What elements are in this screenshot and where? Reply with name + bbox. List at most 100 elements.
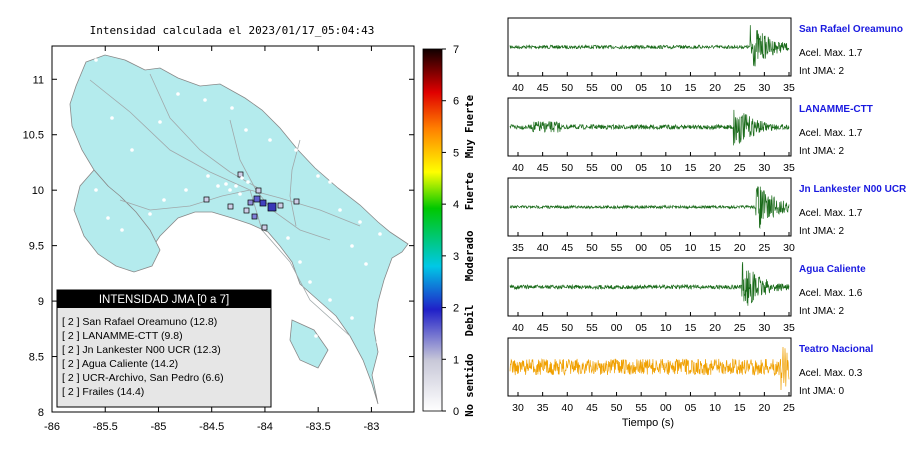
y-tick-label: 8 (38, 407, 44, 419)
osa-peninsula (289, 319, 329, 369)
time-tick-label: 30 (783, 242, 795, 254)
town-dot (364, 262, 368, 266)
time-tick-label: 10 (660, 162, 672, 174)
legend-title: INTENSIDAD JMA [0 a 7] (99, 294, 229, 306)
y-tick-label: 10.5 (23, 130, 44, 142)
waveform-panels: 40 45 50 55 00 05 10 15 20 25 30 35 San Rafael Oream… (507, 17, 907, 414)
town-dot (350, 244, 354, 248)
colorbar-label: Debil (464, 305, 476, 337)
colorbar-tick-label: 3 (453, 251, 459, 263)
x-tick-label: -85.5 (93, 421, 118, 433)
legend-item: [ 2 ] Frailes (14.4) (62, 386, 144, 398)
waveform-panel: 40 45 50 55 00 05 10 15 20 25 30 35 LANAMME-CTT Acel.… (507, 97, 873, 174)
time-tick-label: 40 (512, 162, 524, 174)
town-dot (314, 334, 318, 338)
time-tick-label: 00 (611, 162, 623, 174)
town-dot (203, 98, 207, 102)
time-tick-label: 50 (561, 322, 573, 334)
town-dot (350, 316, 354, 320)
colorbar-tick-label: 1 (453, 354, 459, 366)
station-int: Int JMA: 2 (799, 146, 844, 157)
colorbar-tick-label: 4 (453, 199, 459, 211)
legend-header (57, 290, 271, 308)
station-name: Agua Caliente (799, 264, 866, 275)
town-dot (268, 138, 272, 142)
legend-item: [ 2 ] Agua Caliente (14.2) (62, 358, 178, 370)
town-dot (130, 148, 134, 152)
time-tick-label: 20 (734, 242, 746, 254)
station-name: LANAMME-CTT (799, 104, 873, 115)
town-dot (246, 180, 250, 184)
town-dot (230, 106, 234, 110)
town-dot (216, 184, 220, 188)
town-dot (184, 188, 188, 192)
time-tick-label: 20 (709, 162, 721, 174)
town-dot (308, 280, 312, 284)
time-tick-label: 00 (611, 322, 623, 334)
time-tick-label: 55 (586, 82, 598, 94)
station-name: Jn Lankester N00 UCR (799, 184, 907, 195)
time-tick-label: 55 (586, 322, 598, 334)
town-dot (378, 232, 382, 236)
town-dot (234, 184, 238, 188)
town-dot (158, 120, 162, 124)
time-tick-label: 30 (512, 402, 524, 414)
time-tick-label: 00 (660, 402, 672, 414)
station-name: San Rafael Oreamuno (799, 24, 903, 35)
station-acel: Acel. Max. 1.7 (799, 48, 863, 59)
town-dot (176, 92, 180, 96)
waveform-trace (509, 186, 790, 230)
time-axis-label: Tiempo (s) (622, 417, 674, 429)
waveform-trace (509, 346, 790, 391)
colorbar-tick-label: 7 (453, 44, 459, 56)
x-tick-label: -84 (257, 421, 273, 433)
map-panel: -86 -85.5 -85 -84.5 -84 -83.5 -83 11 10.5 10 9.5 9 8… (23, 45, 415, 433)
y-tick-label: 9 (38, 296, 44, 308)
time-tick-label: 30 (759, 322, 771, 334)
town-dot (294, 148, 298, 152)
town-dot (376, 340, 380, 344)
time-tick-label: 15 (685, 322, 697, 334)
time-tick-label: 05 (660, 242, 672, 254)
time-tick-label: 35 (537, 402, 549, 414)
town-dot (120, 228, 124, 232)
x-tick-label: -83 (363, 421, 379, 433)
waveform-panel: 35 40 45 50 55 00 05 10 15 20 25 30 Jn Lankester N00… (507, 177, 907, 254)
legend-item: [ 2 ] LANAMME-CTT (9.8) (62, 330, 183, 342)
time-tick-label: 45 (537, 322, 549, 334)
town-dot (94, 188, 98, 192)
town-dot (94, 58, 98, 62)
map-title: Intensidad calculada el 2023/01/17_05:04… (90, 24, 375, 37)
time-tick-label: 00 (635, 242, 647, 254)
time-tick-label: 55 (611, 242, 623, 254)
y-tick-label: 8.5 (29, 352, 44, 364)
time-tick-label: 40 (561, 402, 573, 414)
time-tick-label: 05 (635, 322, 647, 334)
colorbar: 0 1 2 3 4 5 6 7 No sentido Debil Moderado Fuerte Mu… (422, 44, 476, 418)
town-dot (162, 198, 166, 202)
time-tick-label: 40 (512, 322, 524, 334)
time-tick-label: 50 (611, 402, 623, 414)
time-tick-label: 15 (734, 402, 746, 414)
time-tick-label: 20 (709, 322, 721, 334)
colorbar-ticks: 0 1 2 3 4 5 6 7 (442, 44, 459, 418)
town-dot (244, 128, 248, 132)
x-tick-label: -84.5 (199, 421, 224, 433)
colorbar-label: Muy Fuerte (464, 95, 476, 158)
time-tick-label: 50 (586, 242, 598, 254)
town-dot (274, 248, 278, 252)
town-dot (110, 116, 114, 120)
time-tick-label: 05 (685, 402, 697, 414)
time-tick-label: 55 (635, 402, 647, 414)
time-tick-label: 05 (635, 162, 647, 174)
colorbar-labels: No sentido Debil Moderado Fuerte Muy Fuerte (464, 95, 476, 417)
waveform-trace (509, 25, 790, 67)
waveform-panel: 30 35 40 45 50 55 00 05 10 15 20 25 Teatro Nacional A… (507, 337, 873, 414)
town-dot (106, 216, 110, 220)
time-tick-label: 05 (635, 82, 647, 94)
town-dot (228, 188, 232, 192)
station-name: Teatro Nacional (799, 344, 873, 355)
station-acel: Acel. Max. 1.7 (799, 128, 863, 139)
colorbar-scale (422, 48, 443, 412)
